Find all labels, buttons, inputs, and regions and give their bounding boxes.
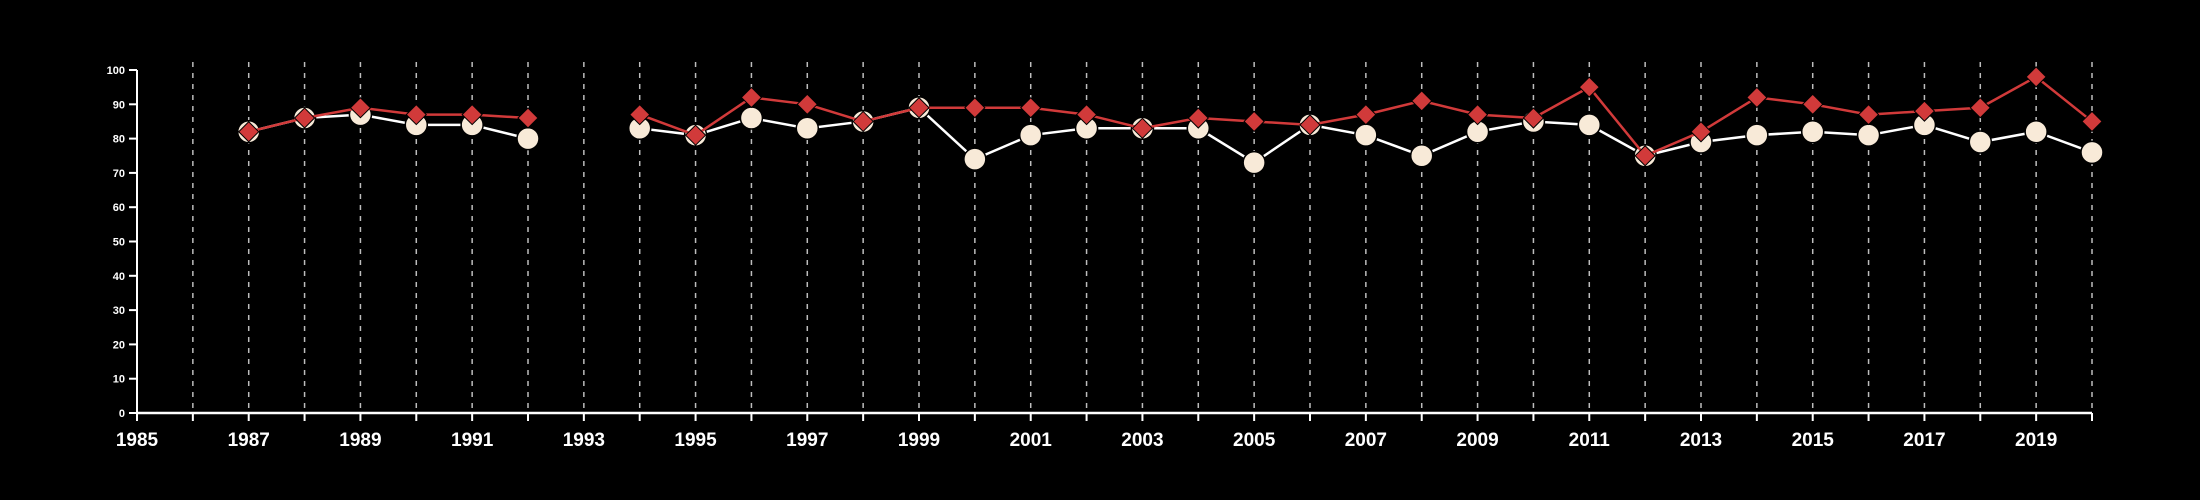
series-0-point-2008 [1409,144,1434,168]
series-1-point-2006 [1299,114,1321,136]
x-tick-label-1985: 1985 [116,430,159,451]
x-tick-label-1989: 1989 [339,430,381,451]
series-1-point-2011 [1578,76,1600,98]
y-tick-label-50: 50 [113,237,125,249]
y-tick-label-10: 10 [113,374,125,386]
x-tick-label-2019: 2019 [2015,430,2057,451]
x-tick-label-2011: 2011 [1569,430,1611,451]
series-1-point-1990 [405,103,427,126]
x-tick-label-1995: 1995 [674,430,717,451]
series-1-point-2013 [1690,121,1712,143]
series-1-point-1996 [740,86,763,109]
x-tick-label-1993: 1993 [563,430,605,451]
y-tick-label-60: 60 [113,202,125,214]
x-tick-label-2007: 2007 [1345,430,1387,451]
series-1-point-2009 [1466,103,1489,126]
x-tick-label-1999: 1999 [898,430,940,451]
series-1-point-2004 [1187,107,1209,129]
y-tick-label-0: 0 [119,408,125,420]
y-tick-label-90: 90 [113,99,125,111]
x-tick-label-1987: 1987 [228,430,270,451]
series-0-point-2000 [963,147,987,171]
series-1-point-1999 [908,97,930,119]
x-tick-label-1991: 1991 [451,430,494,451]
series-1-point-2002 [1075,103,1098,126]
series-0-point-2020 [2080,140,2104,165]
series-1-point-2000 [964,97,986,119]
x-tick-label-2001: 2001 [1010,430,1053,451]
series-1-point-2016 [1857,103,1880,126]
x-tick-label-2017: 2017 [1903,430,1945,451]
series-0-point-2007 [1354,123,1378,147]
series-0-point-2015 [1800,119,1825,144]
series-1-point-2007 [1355,103,1377,126]
series-1-point-2017 [1913,100,1936,122]
series-1-point-2003 [1131,117,1154,140]
series-1-point-2014 [1746,86,1768,109]
y-tick-label-70: 70 [113,168,125,180]
x-tick-label-2003: 2003 [1121,430,1163,451]
series-0-point-2005 [1242,150,1266,175]
series-1-point-1997 [796,93,818,116]
series-0 [236,95,2104,175]
series-1-point-1987 [238,121,260,143]
series-1-point-2018 [1969,97,1991,119]
series-0-line-0 [248,113,529,140]
y-tick-label-20: 20 [113,339,125,351]
y-tick-label-100: 100 [107,65,125,77]
series-1-point-1992 [517,107,539,129]
series-0-point-1992 [516,126,540,151]
series-0-point-2011 [1577,113,1602,137]
x-tick-label-2015: 2015 [1792,430,1835,451]
series-1-point-1988 [293,107,316,129]
axes: 1985 1987 1989 1991 1993 1995 1997 1999 2001 2003… [107,65,2093,451]
series-1-point-1991 [461,103,483,126]
series-1-point-1989 [349,97,372,119]
series-1-point-2005 [1243,110,1265,133]
series-0-point-2001 [1018,123,1043,147]
series-1-point-2015 [1802,93,1824,116]
y-tick-label-30: 30 [113,305,125,317]
x-tick-label-2005: 2005 [1233,430,1276,451]
x-tick-label-2013: 2013 [1680,430,1722,451]
series-1-point-2008 [1411,90,1433,112]
series-0-point-1997 [795,116,820,141]
x-tick-label-1997: 1997 [786,430,828,451]
series-0-point-2014 [1745,123,1769,147]
y-tick-label-80: 80 [113,134,125,146]
series-0-point-2019 [2024,119,2048,144]
series-1-point-2010 [1522,107,1545,129]
series-1-point-1994 [629,103,651,126]
series-1-point-2001 [1020,97,1042,119]
series-0-point-2016 [1856,123,1881,147]
series-1-point-2019 [2025,66,2047,88]
x-tick-label-2009: 2009 [1456,430,1498,451]
series-1-point-1998 [852,110,874,133]
series-1-point-2020 [2081,110,2103,133]
series-0-point-2018 [1968,130,1993,154]
series-group [236,66,2104,175]
series-1 [238,66,2103,167]
y-tick-label-40: 40 [113,271,125,283]
series-1-point-1995 [684,124,707,146]
series-1-point-2012 [1634,145,1656,167]
series-0-point-1996 [739,106,764,130]
